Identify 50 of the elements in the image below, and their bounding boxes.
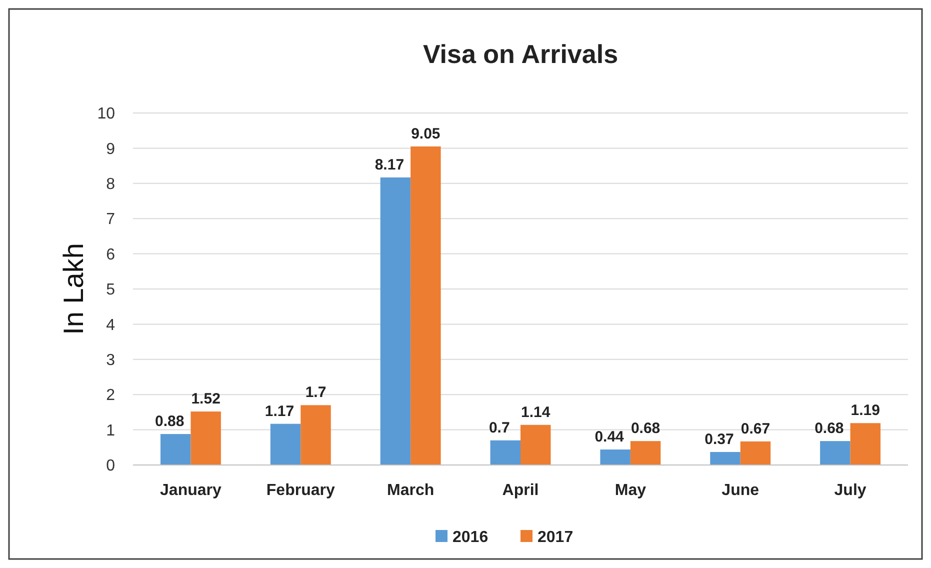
bar [520, 424, 551, 465]
y-tick-label: 2 [106, 387, 116, 404]
y-tick-label: 5 [106, 282, 116, 299]
data-label: 0.68 [814, 420, 844, 438]
bar [600, 450, 630, 465]
data-label: 0.68 [630, 420, 660, 438]
data-label: 0.44 [594, 428, 625, 446]
x-tick-label: April [502, 482, 539, 499]
data-label: 1.52 [191, 390, 220, 408]
x-tick-label: February [266, 482, 335, 499]
data-label: 0.7 [488, 419, 510, 436]
y-tick-label: 0 [106, 458, 116, 475]
data-label: 9.05 [411, 125, 440, 142]
y-tick-label: 4 [106, 316, 116, 334]
data-label: 1.17 [264, 402, 294, 420]
bar [490, 440, 520, 465]
bar [160, 434, 191, 465]
bar [850, 423, 881, 465]
bar [300, 405, 331, 465]
data-label: 0.37 [704, 430, 734, 448]
data-label: 0.88 [154, 413, 184, 430]
data-label: 8.17 [374, 156, 404, 174]
data-label: 1.7 [305, 384, 326, 402]
bar [380, 177, 411, 465]
data-label: 1.14 [521, 404, 551, 421]
data-label: 1.19 [850, 402, 880, 420]
chart-title: Visa on Arrivals [422, 39, 618, 69]
x-tick-label: June [722, 482, 760, 499]
bar [410, 146, 441, 465]
y-tick-label: 10 [97, 106, 116, 123]
bar [630, 441, 661, 465]
legend-label: 2016 [452, 529, 488, 546]
y-tick-label: 6 [106, 246, 116, 264]
x-tick-label: January [160, 482, 222, 499]
legend-label: 2017 [538, 529, 574, 546]
y-tick-label: 3 [106, 352, 116, 369]
y-tick-label: 8 [106, 176, 116, 193]
bar [710, 452, 740, 465]
y-tick-label: 7 [106, 211, 116, 228]
y-axis-title: In Lakh [58, 243, 89, 335]
y-tick-label: 1 [106, 422, 116, 440]
bar [740, 441, 771, 465]
bar [270, 424, 301, 465]
y-tick-label: 9 [106, 140, 116, 158]
data-label: 0.67 [740, 420, 770, 438]
bar [190, 411, 221, 465]
x-tick-label: July [834, 482, 866, 499]
x-tick-label: March [387, 482, 434, 499]
x-tick-label: May [614, 482, 646, 499]
bar [820, 441, 850, 465]
